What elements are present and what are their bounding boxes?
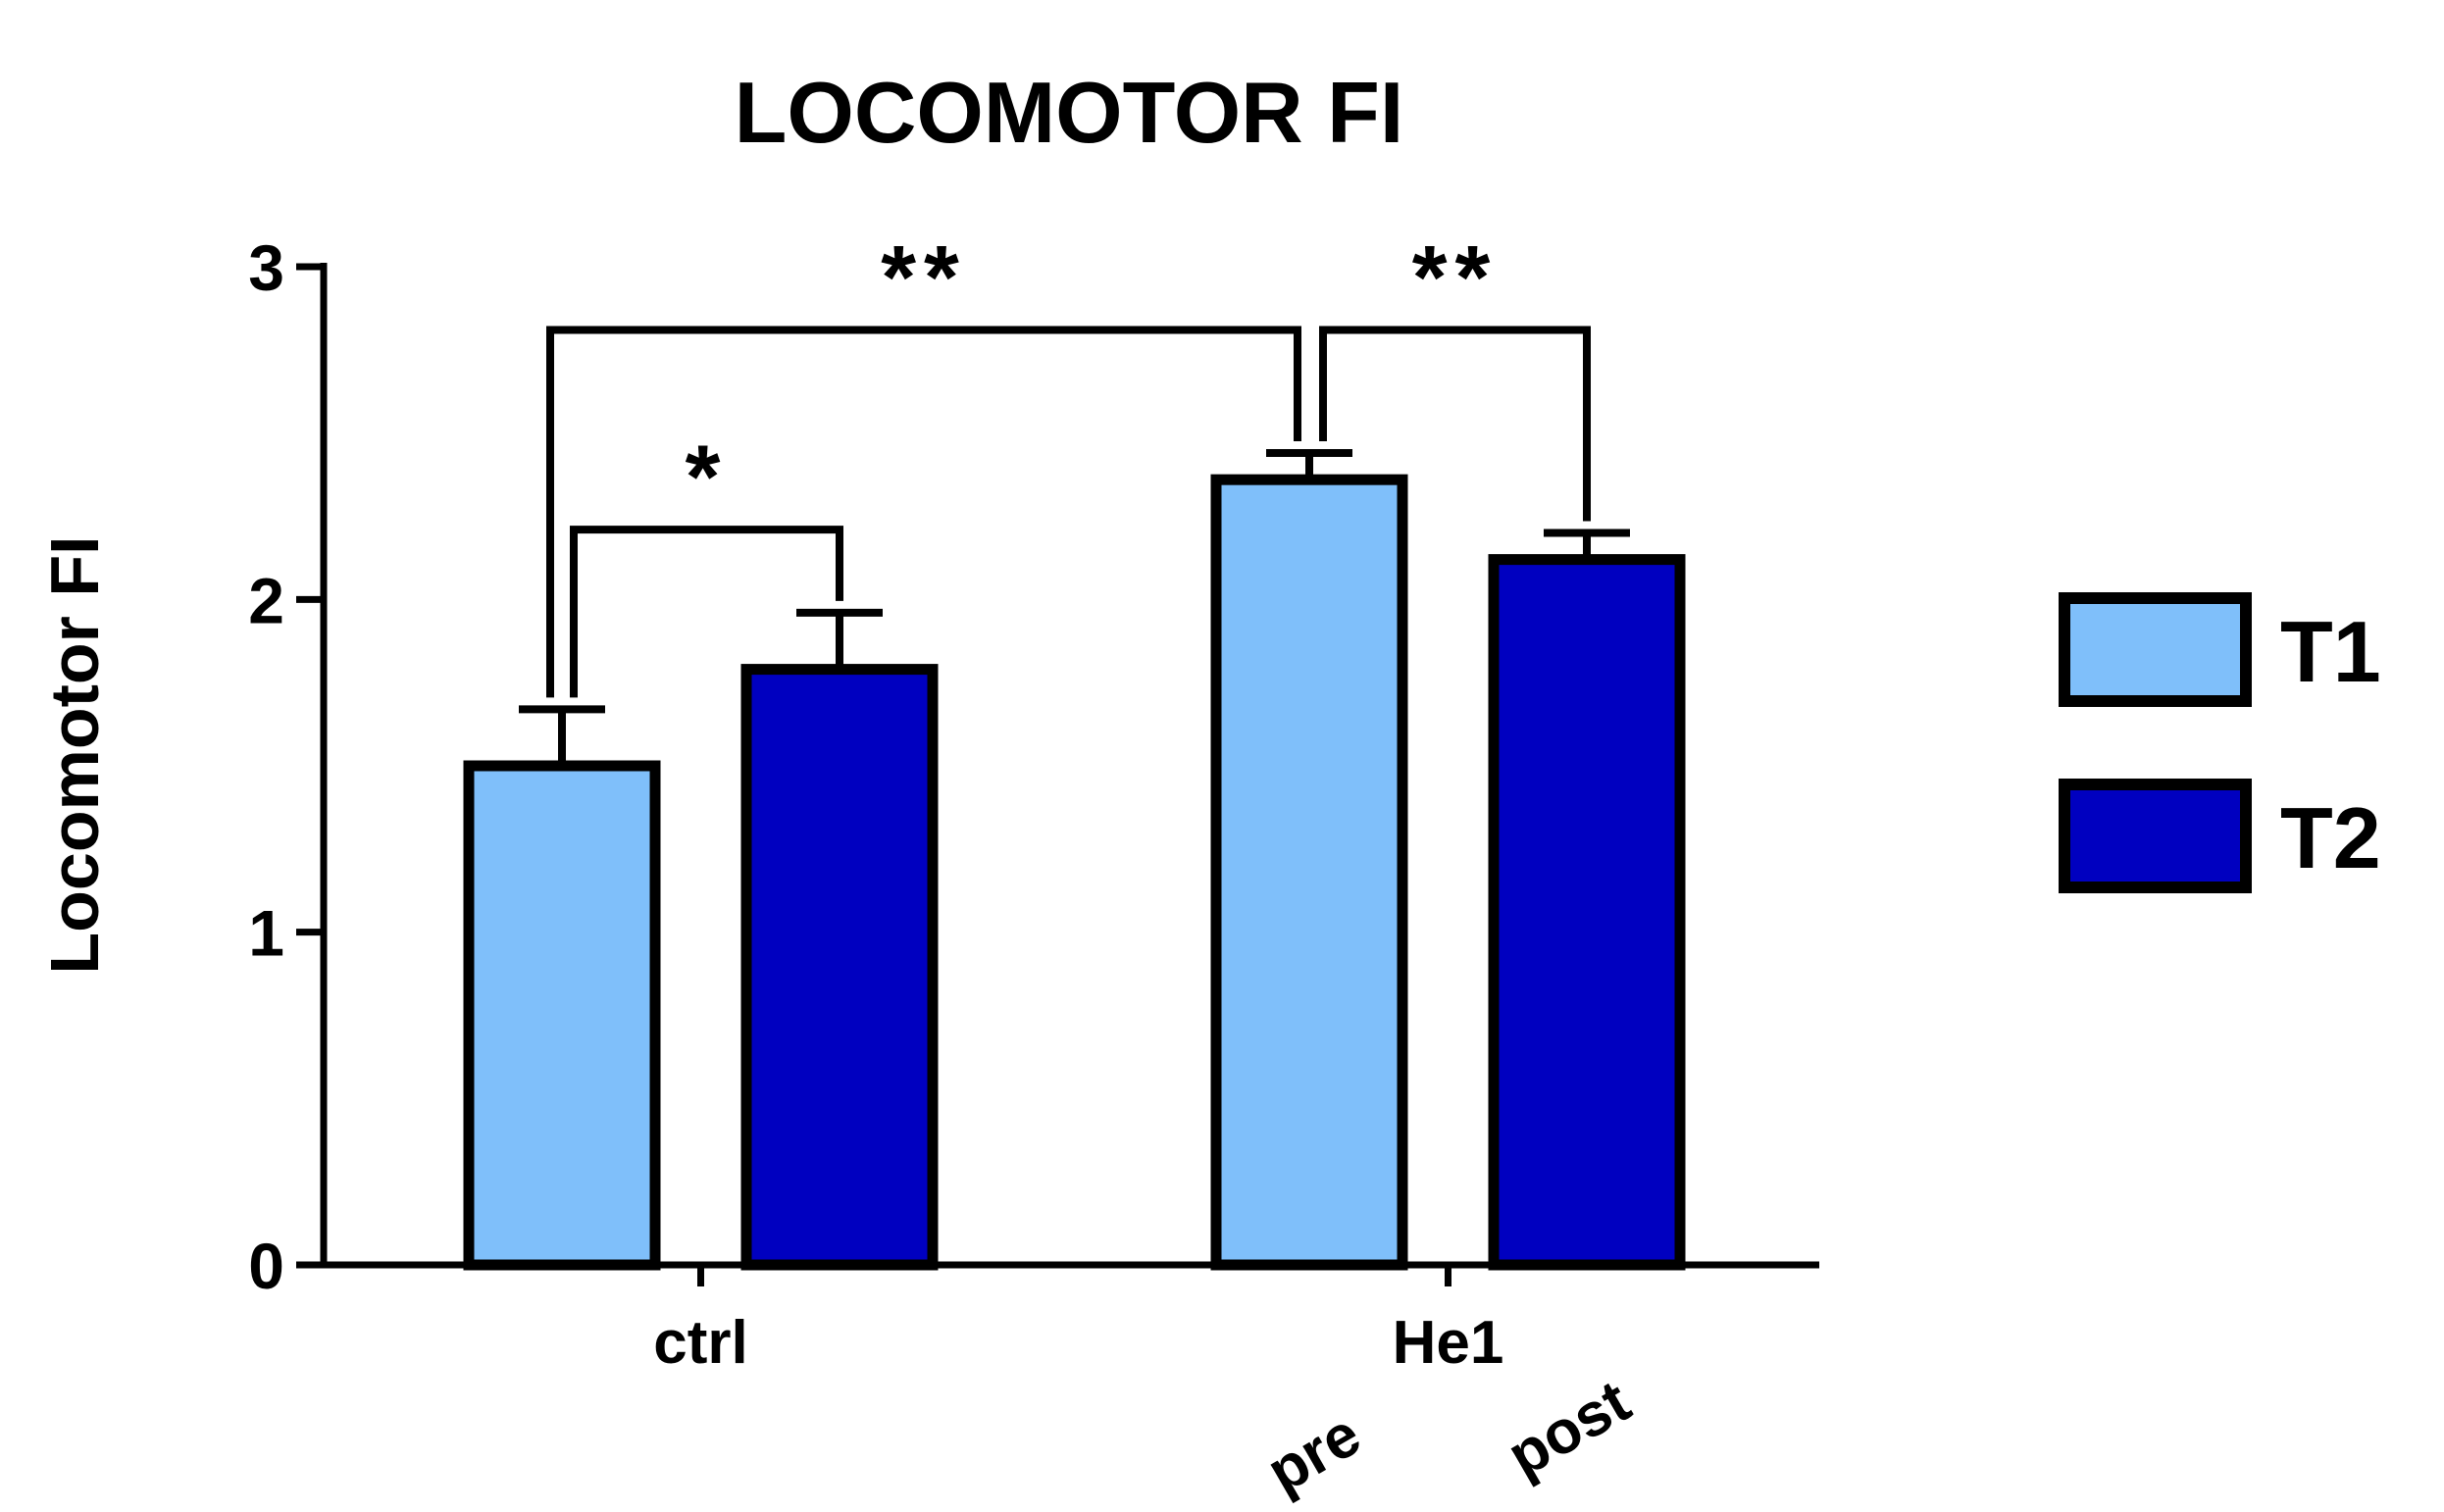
y-tick-label-3: 3 [248,231,284,304]
bar-He1-T1 [1210,474,1408,1271]
x-tick-label-ctrl: ctrl [653,1309,747,1377]
significance-brackets: *** ** [546,227,1591,698]
y-tick-label-2: 2 [248,564,284,636]
bar-ctrl-T2 [740,664,939,1271]
bars [463,449,1686,1271]
bar-ctrl-T1 [463,760,661,1271]
bracket-label-1: ** [881,227,967,328]
legend: T1 T2 [2059,592,2381,893]
y-tick-label-0: 0 [248,1230,284,1302]
x-sublabel-post: post [1497,1368,1642,1490]
legend-swatch-T2 [2059,779,2252,893]
y-axis-label: Locomotor FI [36,535,113,974]
bracket-label-2: ** [1412,227,1499,328]
legend-label-T1: T1 [2280,603,2381,700]
x-tick-label-He1: He1 [1393,1309,1504,1377]
chart-title: LOCOMOTOR FI [735,64,1404,161]
bracket-2 [1319,326,1591,522]
legend-swatch-T1 [2059,592,2252,707]
legend-label-T2: T2 [2280,789,2381,886]
y-tick-label-1: 1 [248,897,284,970]
bar-He1-T2 [1488,554,1686,1271]
bracket-label-0: * [686,428,729,528]
bracket-0 [570,526,843,698]
x-sublabel-pre: pre [1256,1400,1372,1506]
bracket-1 [546,326,1301,698]
